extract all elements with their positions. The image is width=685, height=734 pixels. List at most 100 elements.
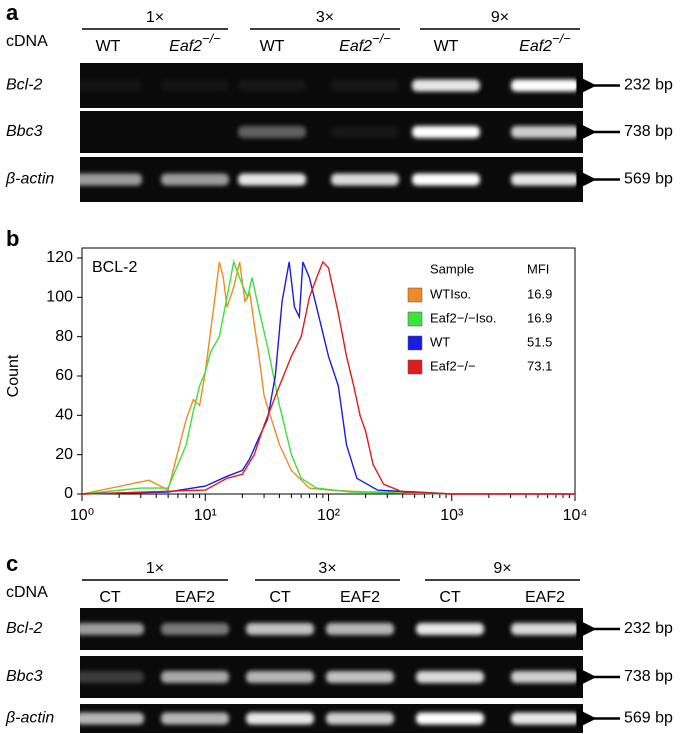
y-tick-label: 0: [64, 485, 73, 502]
gel-band: [74, 79, 142, 92]
lane-text: Eaf2: [169, 38, 202, 55]
gel-band: [511, 671, 579, 683]
y-tick-label: 120: [46, 249, 73, 266]
x-tick-label: 10³: [440, 507, 464, 524]
y-tick-label: 60: [55, 367, 73, 384]
gene-label: Bcl-2: [6, 77, 43, 94]
lane-label: Eaf2−/−: [339, 31, 391, 55]
gel-band: [161, 79, 229, 92]
lane-text: Eaf2: [339, 38, 372, 55]
lane-text: EAF2: [525, 589, 565, 606]
plot-frame: [81, 247, 576, 495]
gel-band: [326, 712, 394, 725]
lane-label: CT: [269, 589, 291, 606]
legend-swatch: [407, 359, 423, 375]
y-tick-label: 40: [55, 407, 73, 424]
lane-label: Eaf2−/−: [519, 31, 571, 55]
gel-band: [161, 623, 229, 635]
size-label: 738 bp: [624, 668, 673, 685]
gel-band: [331, 173, 399, 186]
gel-band: [511, 712, 579, 725]
legend-label: Eaf2−/−: [430, 358, 476, 373]
gel-band: [74, 173, 142, 186]
group-label: 1×: [146, 560, 164, 577]
legend-mfi: 73.1: [527, 358, 552, 373]
x-tick-label: 10⁴: [563, 507, 588, 524]
lane-sup: −/−: [202, 31, 221, 46]
panel-label: a: [6, 0, 19, 25]
gel-band: [416, 623, 484, 635]
lane-text: CT: [439, 589, 461, 606]
size-label: 569 bp: [624, 710, 673, 727]
gene-label: Bbc3: [6, 668, 43, 685]
lane-label: WT: [260, 38, 285, 55]
legend-label: Eaf2−/−Iso.: [430, 310, 497, 325]
gel-band: [238, 79, 306, 92]
legend-swatch: [407, 311, 423, 327]
gene-label: β-actin: [5, 171, 54, 188]
gel-band: [412, 79, 480, 92]
cdna-label: cDNA: [6, 33, 48, 50]
gel-band: [246, 712, 314, 725]
size-label: 569 bp: [624, 171, 673, 188]
lane-label: WT: [96, 38, 121, 55]
gel-band: [416, 712, 484, 725]
group-label: 3×: [316, 9, 334, 26]
gel-band: [416, 671, 484, 683]
gel-band: [161, 671, 229, 683]
y-tick-label: 20: [55, 446, 73, 463]
legend-mfi: 16.9: [527, 286, 552, 301]
lane-label: EAF2: [525, 589, 565, 606]
y-tick-label: 100: [46, 289, 73, 306]
gel-band: [326, 671, 394, 683]
lane-sup: −/−: [552, 31, 571, 46]
gel-band: [326, 623, 394, 635]
gene-label: Bcl-2: [6, 620, 43, 637]
y-axis-label: Count: [5, 354, 22, 397]
group-label: 9×: [491, 9, 509, 26]
legend-swatch: [407, 287, 423, 303]
histogram-line: [81, 260, 575, 495]
legend-header: Sample: [430, 261, 474, 276]
gel-band: [331, 79, 399, 92]
lane-text: CT: [269, 589, 291, 606]
size-label: 232 bp: [624, 77, 673, 94]
lane-text: WT: [260, 38, 285, 55]
lane-text: Eaf2: [519, 38, 552, 55]
gel-band: [76, 623, 144, 635]
lane-text: WT: [434, 38, 459, 55]
lane-label: WT: [434, 38, 459, 55]
gel-band: [511, 623, 579, 635]
lane-text: WT: [96, 38, 121, 55]
lane-text: EAF2: [340, 589, 380, 606]
cdna-label: cDNA: [6, 584, 48, 601]
gel-band: [161, 712, 229, 725]
group-label: 9×: [493, 560, 511, 577]
gel-band: [238, 126, 306, 138]
legend-header: MFI: [527, 261, 549, 276]
gel-band: [511, 126, 579, 138]
legend-mfi: 51.5: [527, 334, 552, 349]
gene-label: Bbc3: [6, 123, 43, 140]
group-label: 1×: [146, 9, 164, 26]
gel-band: [161, 173, 229, 186]
gel-band: [412, 126, 480, 138]
histogram-line: [81, 261, 452, 495]
gel-band: [76, 712, 144, 725]
legend-swatch: [407, 335, 423, 351]
gel-band: [511, 173, 579, 186]
lane-label: CT: [439, 589, 461, 606]
x-tick-label: 10⁰: [70, 507, 94, 524]
gel-band: [76, 671, 144, 683]
annotation: BCL-2: [92, 259, 137, 276]
gel-band: [246, 623, 314, 635]
x-tick-label: 10²: [317, 507, 341, 524]
x-tick-label: 10¹: [194, 507, 217, 524]
size-label: 232 bp: [624, 620, 673, 637]
gel-band: [331, 126, 399, 138]
legend-label: WT: [430, 334, 450, 349]
lane-sup: −/−: [372, 31, 391, 46]
lane-label: EAF2: [175, 589, 215, 606]
gel-band: [246, 671, 314, 683]
